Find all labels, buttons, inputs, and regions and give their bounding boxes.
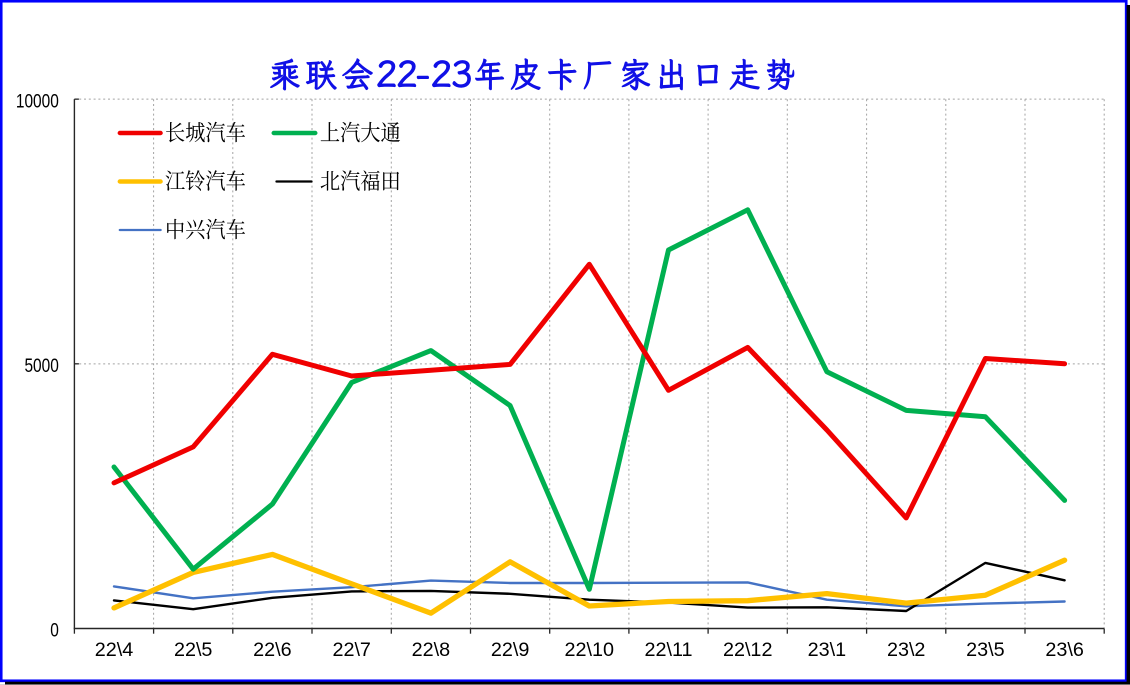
svg-text:22\7: 22\7 xyxy=(332,639,371,661)
svg-text:22\5: 22\5 xyxy=(174,639,213,661)
svg-text:10000: 10000 xyxy=(16,90,59,112)
svg-text:23\6: 23\6 xyxy=(1045,639,1084,661)
svg-text:22\12: 22\12 xyxy=(723,639,773,661)
svg-text:23\2: 23\2 xyxy=(887,639,926,661)
svg-text:22\6: 22\6 xyxy=(253,639,292,661)
svg-text:0: 0 xyxy=(50,618,59,640)
svg-text:23\1: 23\1 xyxy=(808,639,847,661)
svg-text:22\8: 22\8 xyxy=(412,639,451,661)
svg-text:23\5: 23\5 xyxy=(966,639,1005,661)
svg-text:22\4: 22\4 xyxy=(95,639,134,661)
svg-text:22\11: 22\11 xyxy=(644,639,692,661)
svg-text:22\10: 22\10 xyxy=(565,639,615,661)
svg-text:22\9: 22\9 xyxy=(491,639,530,661)
svg-text:5000: 5000 xyxy=(24,354,58,376)
